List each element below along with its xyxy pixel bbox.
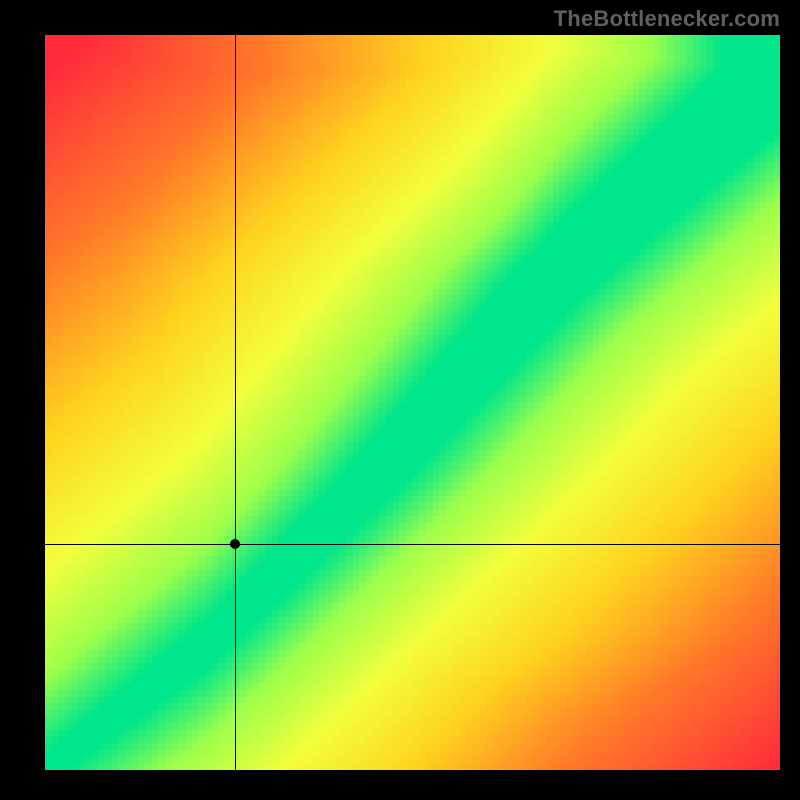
crosshair-horizontal xyxy=(45,544,780,545)
marker-dot xyxy=(230,539,240,549)
crosshair-vertical xyxy=(235,35,236,770)
chart-frame xyxy=(45,35,780,770)
watermark-text: TheBottlenecker.com xyxy=(554,6,780,32)
heatmap-canvas xyxy=(45,35,780,770)
